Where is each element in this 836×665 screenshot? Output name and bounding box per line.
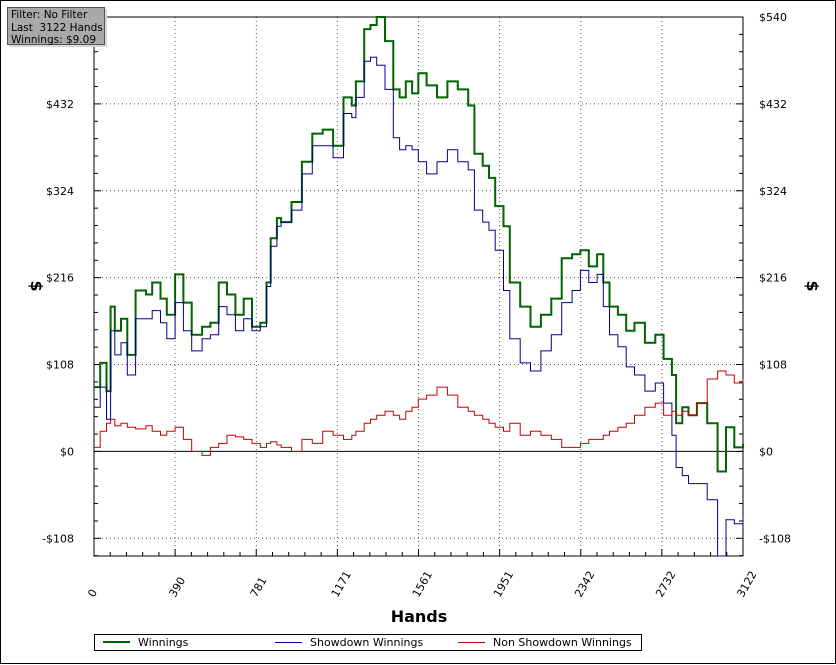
- y-axis-title-right: $: [803, 280, 822, 291]
- y-tick-label-right: $540: [759, 11, 787, 24]
- y-tick-label-left: $216: [46, 272, 74, 285]
- y-tick-label-left: $432: [46, 98, 74, 111]
- y-tick-label-right: $432: [759, 98, 787, 111]
- axes: [93, 16, 744, 557]
- legend-label-showdown: Showdown Winnings: [310, 636, 424, 649]
- y-tick-label-right: $216: [759, 272, 787, 285]
- legend-swatch-winnings: [103, 641, 130, 643]
- x-tick-label: 2342: [572, 569, 597, 600]
- series: [94, 16, 744, 557]
- legend: Winnings Showdown Winnings Non Showdown …: [94, 634, 642, 651]
- x-tick-label: 3122: [734, 569, 759, 600]
- series-line-winnings: [94, 16, 744, 473]
- grid: [94, 17, 743, 556]
- legend-swatch-non-showdown: [458, 641, 485, 643]
- legend-item-non-showdown[interactable]: Non Showdown Winnings: [458, 635, 632, 650]
- x-tick-label: 390: [166, 575, 188, 600]
- filter-text: Filter: No Filter: [11, 9, 88, 21]
- tick-labels: -$108 -$108 $0 $0 $108 $108 $216 $216 $324 $324 $4…: [42, 11, 791, 600]
- x-tick-label: 0: [85, 587, 100, 600]
- legend-item-showdown[interactable]: Showdown Winnings: [275, 635, 423, 650]
- x-tick-label: 1951: [491, 569, 516, 600]
- y-tick-label-left: $324: [46, 185, 74, 198]
- y-tick-label-right: $0: [759, 445, 773, 458]
- legend-label-non-showdown: Non Showdown Winnings: [493, 636, 632, 649]
- y-axis-title-left: $: [27, 280, 46, 291]
- y-tick-label-left: $0: [60, 445, 74, 458]
- legend-item-winnings[interactable]: Winnings: [103, 635, 188, 650]
- x-tick-label: 1561: [410, 569, 435, 600]
- y-tick-label-right: $324: [759, 185, 787, 198]
- winnings-total-text: Winnings: $9.09: [11, 34, 97, 46]
- y-tick-label-left: $108: [46, 359, 74, 372]
- hands-count-text: Last 3122 Hands: [11, 21, 103, 34]
- x-tick-label: 2732: [653, 569, 678, 600]
- series-line-showdown-winnings: [94, 56, 744, 557]
- y-tick-label-right: $108: [759, 359, 787, 372]
- x-tick-label: 781: [248, 575, 270, 600]
- x-tick-label: 1171: [329, 569, 354, 600]
- filter-info-box: Filter: No Filter Last 3122 Hands Winnings…: [7, 7, 105, 46]
- y-tick-label-right: -$108: [759, 532, 791, 545]
- series-line-non-showdown-winnings: [94, 370, 744, 456]
- legend-swatch-showdown: [275, 641, 302, 643]
- legend-label-winnings: Winnings: [138, 636, 189, 649]
- x-axis-title: Hands: [391, 607, 448, 626]
- y-tick-label-left: -$108: [42, 532, 74, 545]
